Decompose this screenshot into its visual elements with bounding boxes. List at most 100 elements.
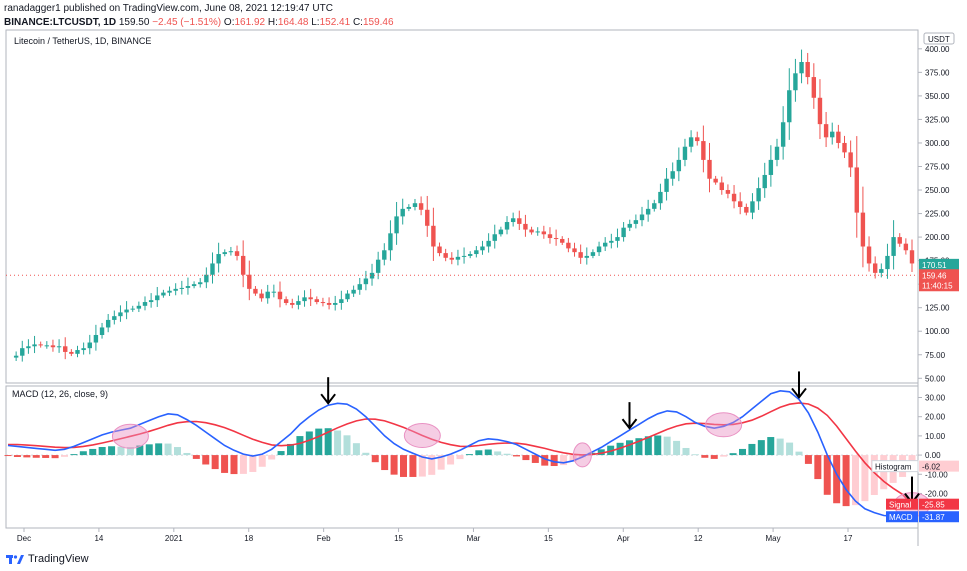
histogram-name-label: Histogram — [875, 463, 912, 472]
candle-body — [602, 242, 608, 247]
candle-body — [652, 203, 657, 209]
macd-tick-label: 0.00 — [925, 451, 941, 460]
histogram-bar — [569, 455, 577, 462]
candle-body — [271, 291, 277, 293]
candle-body — [664, 178, 669, 192]
histogram-bar — [258, 455, 266, 467]
candle-body — [161, 292, 166, 296]
histogram-bar — [475, 450, 483, 456]
candle-body — [13, 355, 19, 358]
candle-body — [872, 263, 878, 273]
candle-body — [590, 252, 596, 256]
histogram-bar — [833, 455, 841, 504]
histogram-bar — [465, 454, 473, 456]
upper-price-label: 170.51 — [922, 261, 947, 270]
candle-body — [179, 287, 185, 289]
candle-body — [903, 243, 909, 251]
histogram-bar — [117, 446, 125, 456]
peak-arrow — [621, 402, 638, 430]
histogram-bar — [23, 455, 31, 458]
candle-body — [799, 62, 804, 74]
candle-body — [461, 255, 467, 257]
footer-brand[interactable]: TradingView — [6, 553, 89, 565]
histogram-bar — [757, 440, 765, 456]
macd-pane-title: MACD (12, 26, close, 9) — [12, 389, 108, 399]
histogram-bar — [352, 443, 360, 456]
histogram-bar — [221, 455, 229, 473]
candle-body — [541, 231, 547, 235]
candle-body — [866, 246, 872, 264]
candle-body — [713, 178, 718, 183]
candle-body — [369, 272, 375, 279]
candle-body — [560, 238, 565, 243]
candle-body — [523, 223, 528, 230]
time-tick-label: 18 — [244, 534, 253, 543]
candle-body — [658, 191, 663, 204]
upper-price-tag — [919, 258, 959, 270]
signal-name-tag — [886, 498, 918, 510]
histogram-bar — [145, 444, 153, 456]
histogram-bar — [635, 438, 643, 456]
histogram-bar — [494, 451, 502, 456]
candle-body — [167, 290, 172, 293]
histogram-bar — [174, 447, 181, 456]
candle-body — [842, 142, 847, 153]
histogram-bar — [324, 428, 332, 456]
candle-body — [897, 237, 902, 244]
candle-body — [670, 171, 675, 179]
publisher-line: ranadagger1 published on TradingView.com… — [4, 3, 333, 14]
candle-body — [400, 208, 405, 217]
candle-body — [130, 308, 135, 310]
histogram-bar — [418, 455, 426, 477]
histogram-bar — [748, 443, 756, 456]
candle-body — [578, 252, 583, 258]
signal-name-label: Signal — [889, 501, 911, 510]
candle-body — [265, 291, 270, 299]
candle-body — [817, 97, 823, 125]
histogram-bar — [870, 455, 878, 495]
candle-body — [99, 327, 105, 335]
histogram-bar — [428, 455, 436, 475]
candle-body — [437, 246, 442, 254]
histogram-bar — [409, 455, 417, 477]
signal-line — [8, 402, 913, 506]
histogram-bar — [701, 455, 709, 458]
macd-tick-label: 20.00 — [925, 413, 946, 422]
candle-body — [191, 284, 197, 287]
candle-body — [234, 251, 240, 256]
candle-body — [547, 234, 553, 239]
histogram-bar — [814, 455, 822, 480]
candle-body — [535, 231, 540, 233]
candle-body — [474, 250, 479, 255]
candle-body — [136, 305, 142, 309]
time-tick-label: 14 — [94, 534, 103, 543]
histogram-bar — [400, 455, 407, 477]
candle-body — [744, 206, 749, 213]
histogram-bar — [682, 447, 690, 456]
countdown-label: 11:40:15 — [922, 281, 953, 290]
candle-body — [75, 350, 80, 354]
candle-body — [762, 174, 767, 189]
histogram-bar — [315, 428, 323, 456]
candle-body — [388, 233, 393, 251]
candle-body — [468, 254, 473, 256]
candle-body — [885, 255, 890, 270]
candle-body — [584, 255, 589, 258]
candle-body — [93, 334, 99, 343]
histogram-bar — [371, 455, 379, 463]
price-pane-title: Litecoin / TetherUS, 1D, BINANCE — [14, 36, 151, 46]
candle-body — [725, 190, 731, 194]
candle-body — [615, 237, 620, 241]
candle-body — [20, 348, 25, 356]
candle-body — [118, 312, 123, 317]
histogram-bar — [230, 455, 238, 475]
candle-body — [731, 193, 737, 202]
peak-arrow-head — [621, 418, 638, 430]
histogram-bar — [861, 455, 869, 502]
candle-body — [805, 62, 810, 78]
histogram-bar — [42, 455, 50, 458]
histogram-bar — [673, 440, 681, 456]
candle-body — [26, 346, 31, 349]
histogram-bar — [644, 436, 652, 456]
